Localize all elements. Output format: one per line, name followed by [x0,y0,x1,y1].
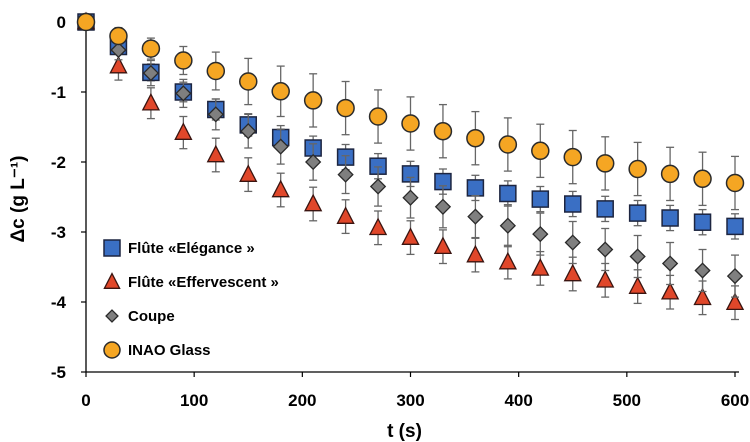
data-point-triangle [239,164,258,182]
data-point-square [499,184,517,203]
legend-marker-diamond [105,309,119,323]
legend-label: Coupe [128,308,175,325]
legend-marker-circle [103,341,121,359]
x-tick-label: 0 [81,391,90,410]
x-tick-label: 600 [721,391,749,410]
data-point-circle [336,98,355,118]
data-point-square [693,213,712,231]
data-point-diamond [564,234,581,251]
data-point-triangle [401,227,420,245]
data-point-diamond [142,64,160,82]
data-point-triangle [563,263,582,282]
data-point-triangle [628,276,647,294]
data-point-triangle [174,122,193,140]
data-point-diamond [467,208,484,225]
y-tick-label: -4 [51,293,67,312]
data-point-circle [368,107,388,126]
legend-marker-triangle [103,272,121,289]
data-point-circle [433,121,453,141]
data-point-square [628,204,647,222]
data-point-circle [141,39,161,58]
data-point-diamond [726,267,744,285]
data-point-diamond [305,153,322,171]
data-point-triangle [206,144,225,163]
y-tick-label: -2 [51,153,66,172]
data-point-diamond [694,262,711,279]
data-point-circle [693,169,712,189]
data-point-circle [628,159,647,179]
data-point-triangle [109,55,128,74]
data-point-square [596,200,614,218]
data-point-triangle [693,287,712,306]
series-square [77,13,744,240]
legend: Flûte «Elégance » Flûte «Effervescent » Co… [103,239,279,359]
data-point-diamond [532,225,549,243]
data-point-triangle [498,251,517,270]
x-tick-label: 500 [613,391,641,410]
data-point-triangle [660,281,680,300]
data-point-square [564,195,582,213]
y-tick-label: 0 [57,13,66,32]
data-point-circle [660,164,680,184]
legend-label: Flûte «Effervescent » [128,274,279,291]
data-point-circle [725,173,745,193]
legend-label: Flûte «Elégance » [128,240,255,257]
data-point-circle [271,82,290,101]
data-point-circle [239,72,258,91]
data-point-diamond [597,241,614,258]
y-tick-label: -1 [51,83,66,102]
legend-label: INAO Glass [128,342,211,359]
data-point-diamond [207,106,224,123]
x-axis-title: t (s) [387,421,422,442]
data-point-diamond [110,41,127,59]
data-point-triangle [466,244,485,263]
data-point-circle [76,12,96,32]
data-point-square [661,209,679,227]
data-point-diamond [661,255,679,272]
series-circle [76,12,745,211]
data-point-circle [466,128,485,148]
data-point-triangle [596,269,615,288]
data-point-triangle [141,92,161,111]
data-point-circle [206,61,226,81]
data-point-diamond [337,166,354,183]
series-diamond [77,13,744,298]
data-point-diamond [175,85,192,102]
data-point-circle [563,147,582,167]
data-point-triangle [725,292,745,311]
y-tick-label: -5 [51,363,66,382]
data-point-diamond [629,248,646,265]
data-point-square [531,190,550,208]
data-point-diamond [272,138,289,155]
data-point-diamond [499,217,516,234]
data-point-circle [498,135,518,154]
data-point-circle [531,141,550,161]
x-tick-label: 200 [288,391,316,410]
data-point-square [466,179,485,197]
x-tick-label: 100 [180,391,208,410]
data-point-circle [174,51,193,70]
data-point-triangle [304,193,323,212]
data-point-diamond [240,123,257,140]
legend-marker-square [103,239,121,257]
data-point-triangle [368,217,388,236]
data-point-triangle [271,179,290,198]
data-point-triangle [433,236,453,255]
data-point-circle [401,114,420,133]
data-point-diamond [369,178,387,195]
data-point-triangle [531,258,550,276]
data-point-circle [595,154,615,173]
data-point-square [726,217,744,236]
x-tick-label: 400 [504,391,532,410]
data-point-diamond [434,198,452,215]
data-point-diamond [402,189,419,206]
x-tick-label: 300 [396,391,424,410]
y-axis-title: Δc (g L⁻¹) [8,155,29,242]
data-point-circle [109,26,128,46]
data-point-circle [303,91,323,110]
y-tick-label: -3 [51,223,66,242]
data-point-triangle [336,206,355,224]
